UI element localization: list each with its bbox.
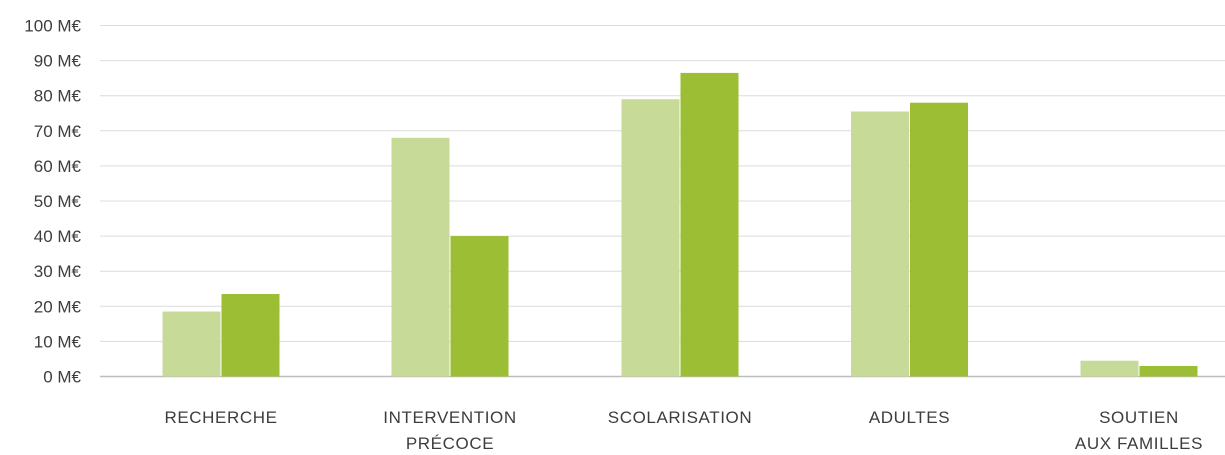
x-category-label: RECHERCHE — [164, 408, 277, 427]
y-tick-label: 90 M€ — [34, 52, 82, 71]
bar-series-1-cat-4 — [851, 111, 909, 377]
x-category-label-line: ADULTES — [869, 408, 950, 427]
y-axis: 0 M€ 10 M€ 20 M€ 30 M€ 40 M€ 50 M€ 60 M€ 70 M€ 8… — [24, 17, 81, 387]
x-category-label: SCOLARISATION — [608, 408, 752, 427]
bar-series-2-cat-5 — [1139, 365, 1198, 377]
x-category-label: SOUTIEN AUX FAMILLES — [1075, 408, 1203, 453]
y-tick-label: 50 M€ — [34, 192, 82, 211]
bar-series-1-cat-5 — [1080, 360, 1139, 377]
x-category-label-line: RECHERCHE — [164, 408, 277, 427]
y-tick-label: 100 M€ — [24, 17, 81, 36]
bar-series-1-cat-3 — [621, 99, 680, 377]
y-tick-label: 70 M€ — [34, 122, 82, 141]
x-category-label-line: INTERVENTION — [383, 408, 516, 427]
y-tick-label: 80 M€ — [34, 87, 82, 106]
y-tick-label: 30 M€ — [34, 262, 82, 281]
y-tick-label: 60 M€ — [34, 157, 82, 176]
y-tick-label: 20 M€ — [34, 297, 82, 316]
y-tick-label: 0 M€ — [43, 368, 81, 387]
bars — [162, 72, 1198, 377]
bar-series-1-cat-1 — [162, 311, 221, 377]
x-category-label-line: PRÉCOCE — [406, 434, 494, 453]
bar-series-2-cat-3 — [680, 72, 739, 377]
x-axis: RECHERCHE INTERVENTION PRÉCOCE SCOLARISATIO… — [164, 408, 1203, 453]
x-category-label: ADULTES — [869, 408, 950, 427]
x-category-label: INTERVENTION PRÉCOCE — [383, 408, 516, 453]
x-category-label-line: SOUTIEN — [1099, 408, 1179, 427]
bar-series-2-cat-2 — [450, 236, 509, 377]
x-category-label-line: AUX FAMILLES — [1075, 434, 1203, 453]
y-tick-label: 40 M€ — [34, 227, 82, 246]
x-category-label-line: SCOLARISATION — [608, 408, 752, 427]
bar-series-2-cat-1 — [221, 294, 280, 377]
bar-series-2-cat-4 — [910, 102, 968, 377]
y-tick-label: 10 M€ — [34, 332, 82, 351]
bar-series-1-cat-2 — [391, 137, 450, 377]
